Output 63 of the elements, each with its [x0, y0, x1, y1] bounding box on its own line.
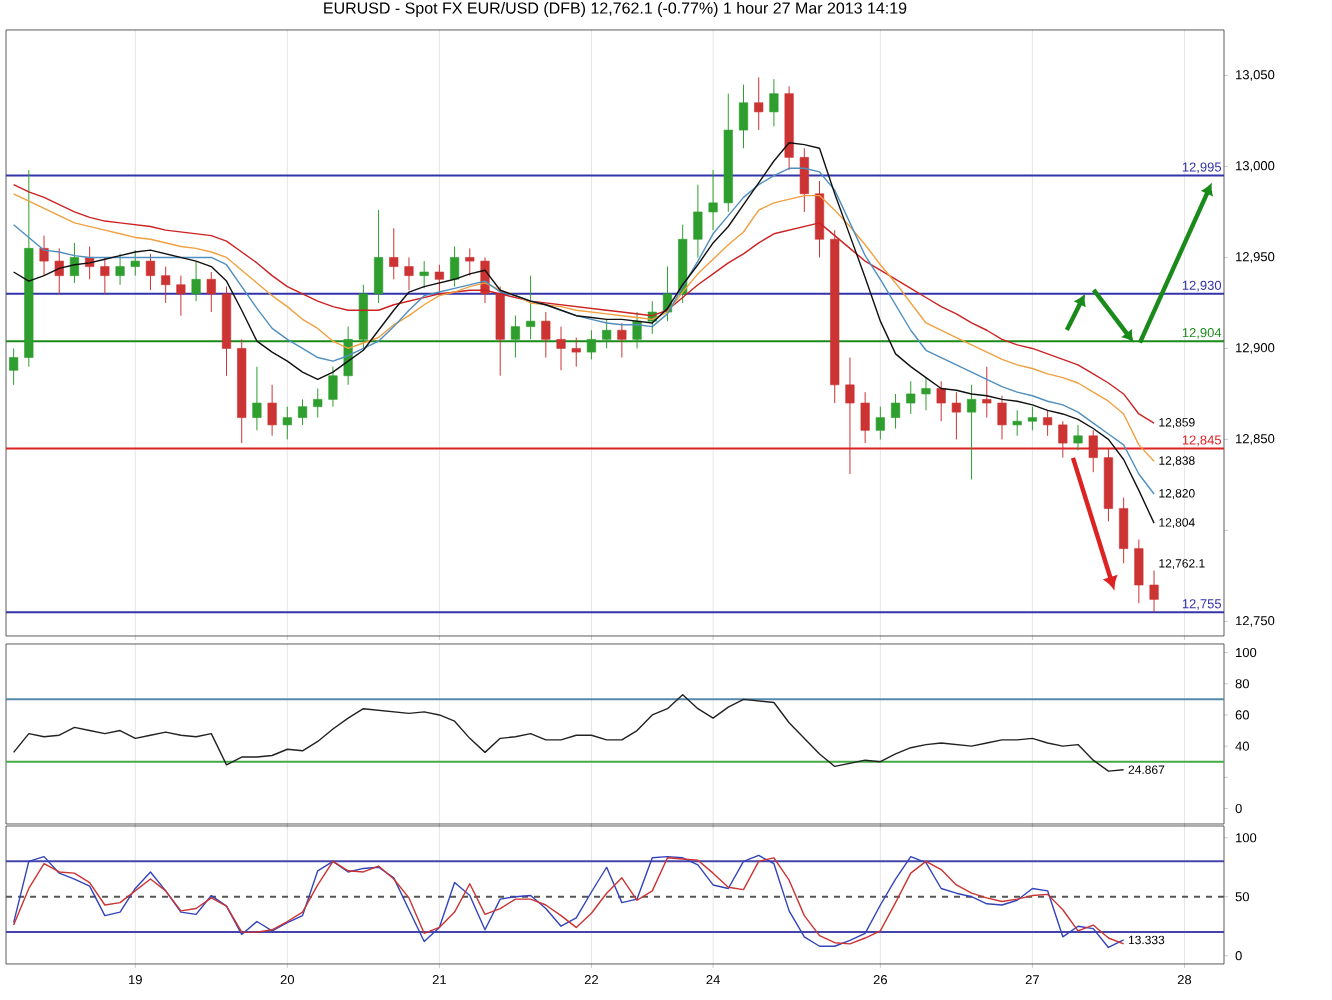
candlestick: [404, 256, 414, 291]
candlestick: [69, 242, 79, 284]
candlestick: [586, 329, 596, 360]
candlestick: [450, 246, 460, 288]
candlestick: [1058, 420, 1068, 459]
candlestick: [313, 387, 323, 419]
candlestick: [145, 253, 156, 291]
candlestick: [1149, 569, 1159, 613]
candlestick: [161, 266, 171, 304]
candlestick: [434, 264, 444, 295]
candlestick: [769, 78, 779, 127]
candlestick: [389, 227, 399, 280]
candlestick: [754, 76, 764, 131]
candlestick: [1012, 409, 1022, 437]
chart-title: EURUSD - Spot FX EUR/USD (DFB) 12,762.1 (-0.77%) 1 hour 27 Mar 2013 14:19: [324, 1, 907, 17]
candlestick: [541, 311, 551, 359]
candlestick: [799, 147, 809, 213]
candlestick: [906, 380, 916, 415]
candlestick: [997, 395, 1007, 440]
candlestick: [571, 337, 581, 368]
candlestick: [891, 393, 901, 430]
candlestick: [282, 406, 292, 440]
candlestick: [465, 247, 475, 277]
candlestick: [602, 318, 612, 349]
candlestick: [1073, 424, 1083, 451]
candlestick: [967, 384, 977, 480]
candlestick: [9, 347, 19, 386]
candlestick: [358, 284, 368, 349]
candlestick: [1043, 409, 1053, 437]
candlestick: [526, 275, 536, 340]
candlestick: [814, 180, 825, 258]
candlestick: [252, 366, 262, 431]
candlestick: [1027, 406, 1037, 431]
candlestick: [951, 391, 961, 440]
candlestick: [267, 384, 277, 437]
candlestick: [1088, 429, 1098, 473]
candlestick: [39, 235, 49, 277]
candlestick: [1119, 497, 1129, 564]
candlestick: [982, 366, 992, 419]
candlestick: [495, 286, 505, 377]
candlestick: [617, 322, 627, 359]
candlestick: [191, 260, 201, 302]
candlestick: [936, 380, 946, 422]
candlestick: [556, 326, 566, 371]
candlestick: [875, 406, 885, 440]
candlestick: [419, 260, 429, 289]
candlestick: [297, 398, 308, 426]
candlestick: [374, 209, 384, 304]
candlestick: [708, 169, 718, 231]
candlestick: [328, 366, 338, 408]
candlestick: [510, 315, 520, 359]
candlestick: [54, 247, 64, 295]
candlestick: [693, 184, 703, 258]
candlestick: [100, 256, 110, 295]
candlestick: [176, 275, 186, 317]
candlestick: [860, 391, 870, 444]
candlestick: [115, 253, 125, 286]
candlestick: [130, 249, 140, 277]
candlestick: [921, 377, 931, 411]
candlestick: [738, 84, 749, 149]
candlestick: [845, 357, 855, 475]
candlestick: [1134, 539, 1144, 604]
candlestick: [206, 271, 216, 313]
